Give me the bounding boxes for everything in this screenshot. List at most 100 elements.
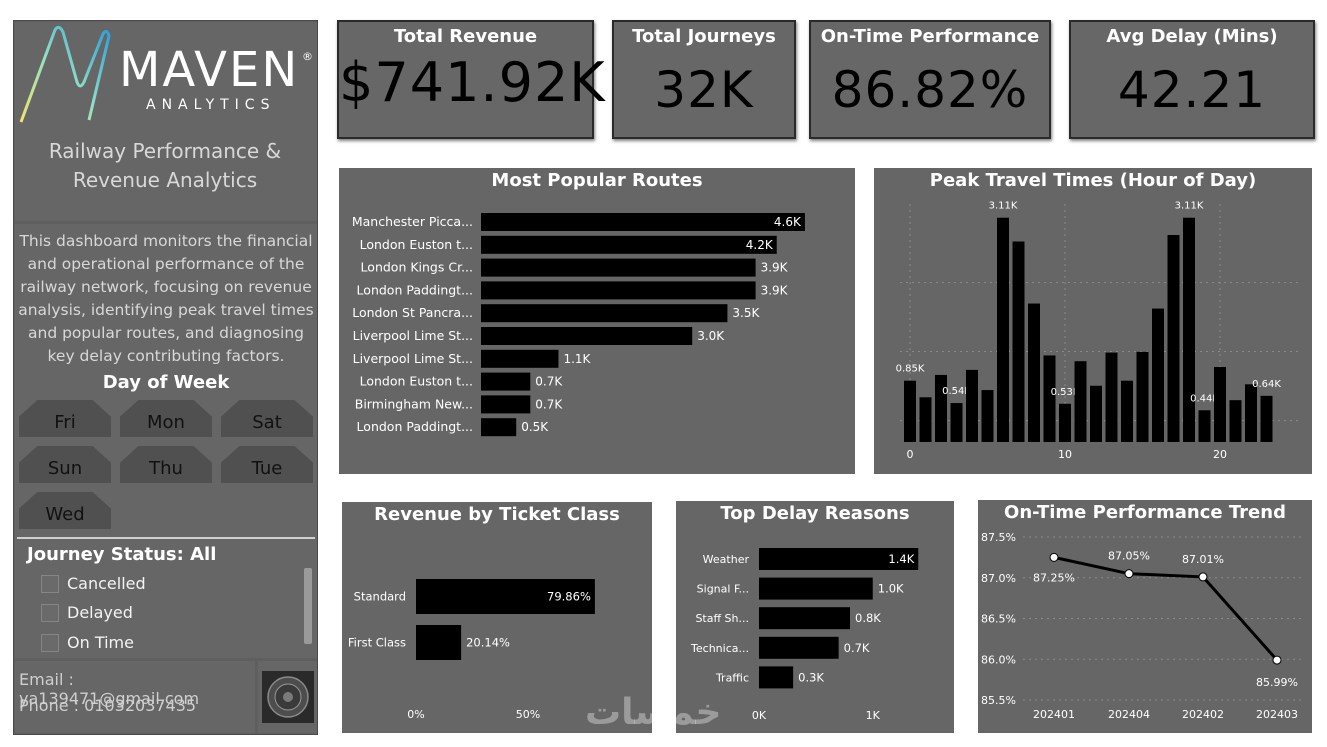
category-label: First Class: [348, 636, 406, 650]
x-tick-label: 0: [907, 448, 914, 461]
status-checkbox-cancelled[interactable]: [41, 575, 59, 593]
peak-card: Peak Travel Times (Hour of Day) 0.85K 0.5…: [874, 168, 1312, 474]
bar: [1059, 403, 1071, 442]
trend-title: On-Time Performance Trend: [1004, 502, 1286, 523]
ticket-title: Revenue by Ticket Class: [374, 504, 620, 525]
brand-name: MAVEN: [119, 42, 300, 98]
ticket-card: Revenue by Ticket Class Standard 79.86% Fi…: [342, 502, 652, 733]
bar: [481, 235, 777, 254]
data-label: 87.25%: [1033, 571, 1075, 584]
bar: [481, 418, 517, 437]
category-label: Staff Sh...: [695, 612, 749, 625]
contact-phone: Phone : 01032037435: [19, 696, 197, 715]
data-label: 3.11K: [989, 201, 1018, 212]
routes-card: Most Popular Routes Manchester Picca... 4…: [339, 168, 855, 474]
data-label: 3.9K: [761, 283, 789, 297]
bar: [759, 548, 919, 570]
bar: [1043, 355, 1056, 442]
bar: [1260, 395, 1273, 442]
bar: [759, 607, 850, 630]
kpi-revenue-value: $741.92K: [339, 51, 606, 114]
peak-title: Peak Travel Times (Hour of Day): [929, 170, 1257, 191]
trend-point: [1124, 569, 1134, 579]
category-label: Technica...: [690, 642, 749, 655]
kpi-ontime-value: 86.82%: [831, 61, 1029, 119]
y-tick-label: 87.0%: [981, 572, 1016, 585]
report-title: Railway Performance & Revenue Analytics: [48, 139, 282, 192]
divider: [17, 537, 315, 539]
data-label: 85.99%: [1256, 676, 1298, 689]
trend-line: [1053, 555, 1279, 662]
kpi-delay-label: Avg Delay (Mins): [1106, 26, 1278, 47]
status-checkbox-delayed[interactable]: [41, 604, 59, 622]
bar: [1152, 308, 1164, 442]
bar: [759, 636, 839, 659]
category-label: Traffic: [715, 671, 749, 684]
data-label: 3.9K: [761, 261, 789, 275]
trend-point: [1049, 552, 1059, 562]
kpi-total-journeys: Total Journeys 32K: [612, 20, 796, 139]
data-label: 0.53K: [1051, 387, 1080, 398]
day-option-fri[interactable]: Fri: [19, 400, 111, 437]
bar: [981, 390, 994, 442]
data-label: 4.6K: [774, 215, 802, 229]
bar: [481, 213, 805, 231]
bar: [1214, 366, 1226, 442]
category-label: London St Pancra...: [352, 305, 473, 320]
filter-panel: This dashboard monitors the financial an…: [15, 224, 317, 658]
status-label-on-time[interactable]: On Time: [67, 633, 134, 652]
category-label: London Paddingt...: [357, 282, 473, 297]
data-label: 0.7K: [535, 397, 563, 411]
y-tick-label: 86.0%: [981, 653, 1016, 666]
bar: [481, 258, 756, 277]
category-label: Birmingham New...: [355, 396, 473, 411]
x-tick-label: 20: [1213, 448, 1227, 461]
bar: [1028, 303, 1040, 442]
day-option-tue[interactable]: Tue: [221, 446, 313, 483]
day-option-wed[interactable]: Wed: [19, 492, 111, 529]
delays-card: Top Delay Reasons Weather 1.4K Signal F...…: [676, 501, 954, 733]
bar: [1012, 241, 1025, 442]
day-option-mon[interactable]: Mon: [120, 400, 212, 437]
peak-chart: 0.85K 0.54K 3.11K 0.53K 3.11K 0.44K 0.64K 0 10 20: [896, 201, 1300, 461]
data-label: 20.14%: [466, 636, 510, 650]
data-label: 1.0K: [878, 582, 904, 596]
bar: [481, 281, 756, 300]
bar: [997, 217, 1009, 442]
bar: [1105, 352, 1118, 442]
bar: [1167, 235, 1180, 442]
seal-icon: [262, 671, 314, 723]
status-label-cancelled[interactable]: Cancelled: [67, 574, 146, 593]
category-label: Liverpool Lime St...: [353, 351, 473, 366]
day-option-sat[interactable]: Sat: [221, 400, 313, 437]
data-label: 0.64K: [1252, 379, 1281, 390]
status-label-delayed[interactable]: Delayed: [67, 603, 133, 622]
watermark: خمسات: [585, 692, 722, 733]
category-label: Manchester Picca...: [352, 214, 473, 229]
bar: [1229, 400, 1242, 442]
trend-chart: 87.5% 87.0% 86.5% 86.0% 85.5% 87.25% 202401 87.…: [981, 531, 1303, 721]
bar: [1136, 351, 1149, 442]
kpi-on-time-performance: On-Time Performance 86.82%: [809, 20, 1051, 139]
data-label: 0.7K: [535, 375, 563, 389]
data-label: 87.01%: [1182, 553, 1224, 566]
bar: [1121, 380, 1133, 442]
bar: [759, 666, 794, 689]
status-scrollbar[interactable]: [304, 568, 312, 644]
category-label: London Euston t...: [360, 374, 473, 389]
delays-title: Top Delay Reasons: [720, 503, 910, 524]
kpi-ontime-label: On-Time Performance: [820, 26, 1040, 47]
bar: [904, 380, 916, 442]
day-option-sun[interactable]: Sun: [19, 446, 111, 483]
data-label: 0.8K: [855, 611, 881, 625]
category-label: London Euston t...: [360, 237, 473, 252]
data-label: 0.44K: [1190, 393, 1219, 404]
day-option-thu[interactable]: Thu: [120, 446, 212, 483]
data-label: 3.5K: [732, 306, 760, 320]
bar: [481, 327, 693, 345]
bar: [481, 304, 728, 323]
kpi-journeys-value: 32K: [654, 61, 754, 119]
data-label: 87.05%: [1108, 550, 1150, 563]
status-checkbox-on-time[interactable]: [41, 634, 59, 652]
kpi-revenue-label: Total Revenue: [393, 26, 538, 47]
